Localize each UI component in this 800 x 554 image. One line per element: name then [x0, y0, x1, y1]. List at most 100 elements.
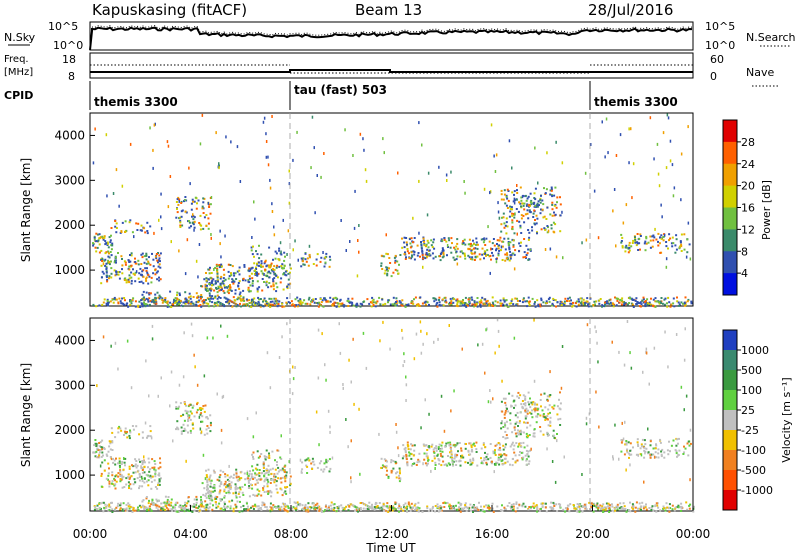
echo-cell — [291, 392, 294, 396]
echo-cell — [223, 490, 226, 493]
echo-cell — [569, 503, 572, 506]
echo-cell — [488, 508, 491, 511]
echo-cell — [503, 422, 506, 425]
echo-cell — [304, 508, 307, 511]
echo-cell — [502, 240, 505, 243]
echo-cell — [540, 507, 542, 510]
echo-cell — [278, 265, 281, 268]
echo-cell — [504, 430, 507, 433]
echo-cell — [546, 431, 549, 434]
echo-cell — [235, 485, 238, 488]
echo-cell — [220, 483, 223, 486]
echo-cell — [215, 497, 218, 500]
echo-cell — [194, 196, 197, 199]
echo-cell — [292, 248, 294, 252]
echo-cell — [663, 456, 666, 459]
echo-cell — [419, 320, 422, 324]
echo-cell — [108, 503, 111, 506]
echo-cell — [516, 297, 518, 300]
echo-cell — [169, 301, 172, 304]
echo-cell — [149, 225, 152, 228]
echo-cell — [184, 297, 187, 300]
echo-cell — [306, 508, 309, 511]
echo-cell — [398, 477, 401, 480]
echo-cell — [257, 272, 260, 275]
echo-cell — [178, 294, 181, 297]
echo-cell — [598, 302, 601, 305]
echo-cell — [503, 416, 506, 419]
echo-cell — [660, 455, 663, 458]
echo-cell — [470, 242, 472, 245]
echo-cell — [399, 301, 402, 304]
echo-cell — [628, 241, 631, 244]
echo-cell — [154, 470, 157, 474]
echo-cell — [265, 304, 268, 307]
echo-cell — [525, 407, 528, 410]
echo-cell — [511, 228, 514, 231]
echo-cell — [612, 510, 615, 513]
echo-cell — [524, 300, 527, 303]
echo-cell — [98, 304, 101, 307]
echo-cell — [355, 509, 358, 511]
echo-cell — [489, 254, 492, 257]
echo-cell — [509, 463, 511, 466]
echo-cell — [536, 231, 538, 234]
echo-cell — [165, 506, 168, 509]
echo-cell — [487, 225, 489, 229]
echo-cell — [143, 481, 146, 484]
echo-cell — [403, 448, 406, 451]
echo-cell — [559, 505, 561, 508]
echo-cell — [124, 220, 127, 223]
echo-cell — [96, 444, 99, 447]
echo-cell — [644, 305, 647, 308]
echo-cell — [560, 304, 563, 306]
echo-cell — [126, 302, 129, 305]
echo-cell — [107, 261, 110, 264]
echo-cell — [276, 449, 279, 452]
echo-cell — [512, 245, 515, 248]
echo-cell — [283, 264, 286, 267]
echo-cell — [139, 306, 142, 308]
echo-cell — [265, 302, 268, 305]
echo-cell — [382, 303, 385, 306]
echo-cell — [125, 477, 128, 480]
echo-cell — [596, 341, 598, 345]
echo-cell — [597, 236, 600, 240]
echo-cell — [290, 267, 292, 270]
echo-cell — [680, 233, 683, 236]
echo-cell — [593, 300, 596, 303]
echo-cell — [386, 505, 389, 508]
echo-cell — [470, 450, 473, 453]
echo-cell — [489, 389, 491, 392]
echo-cell — [398, 503, 401, 506]
echo-cell — [149, 430, 152, 433]
echo-cell — [259, 507, 262, 509]
echo-cell — [560, 386, 563, 390]
echo-cell — [132, 509, 135, 511]
echo-cell — [461, 454, 464, 457]
echo-cell — [368, 501, 371, 504]
echo-cell — [322, 251, 324, 254]
echo-cell — [242, 303, 245, 306]
echo-cell — [635, 501, 638, 504]
echo-cell — [259, 478, 262, 481]
echo-cell — [642, 505, 645, 508]
echo-cell — [146, 436, 148, 439]
echo-cell — [286, 297, 289, 300]
echo-cell — [619, 133, 622, 137]
echo-cell — [501, 420, 503, 423]
echo-cell — [498, 463, 501, 466]
echo-cell — [273, 474, 276, 477]
echo-cell — [549, 411, 551, 414]
echo-cell — [362, 331, 365, 335]
echo-cell — [487, 400, 490, 404]
echo-cell — [434, 505, 437, 507]
echo-cell — [579, 297, 582, 300]
echo-cell — [306, 257, 309, 260]
echo-cell — [684, 327, 686, 331]
echo-cell — [385, 233, 387, 237]
echo-cell — [274, 297, 277, 300]
echo-cell — [150, 276, 153, 279]
echo-cell — [509, 255, 512, 258]
echo-cell — [134, 271, 137, 274]
